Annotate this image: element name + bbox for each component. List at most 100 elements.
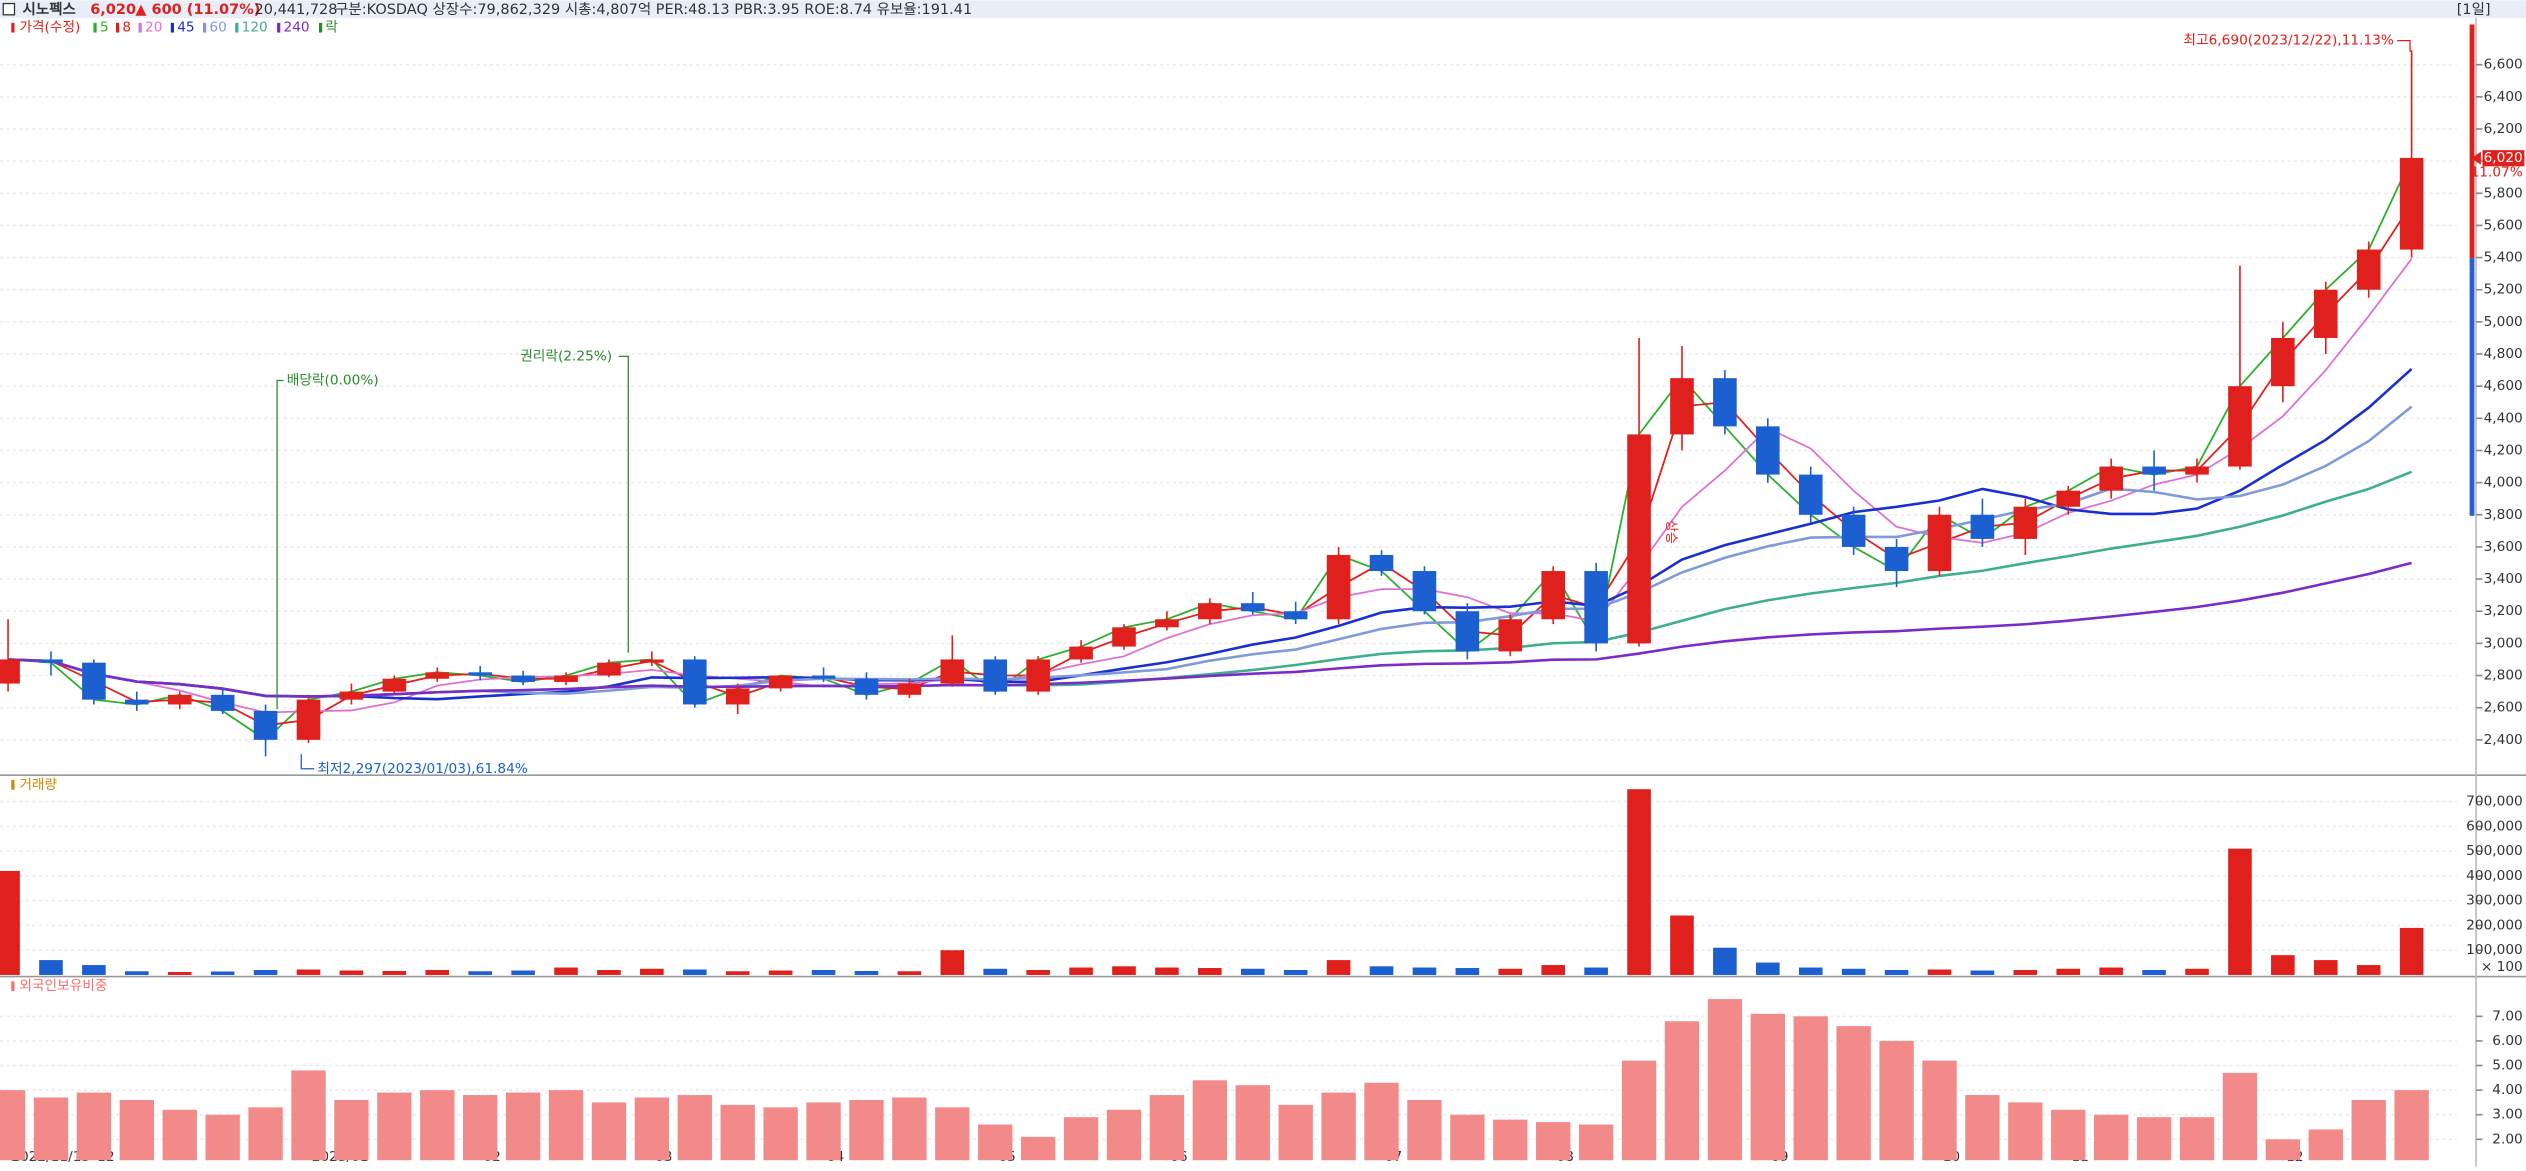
volume-bar: [1584, 967, 1608, 975]
legend-swatch: [115, 22, 120, 33]
volume-bar: [1970, 970, 1995, 975]
volume-bar: [82, 965, 106, 975]
candle-body: [1927, 514, 1952, 572]
foreign-ratio-bar: [1965, 1095, 2000, 1161]
volume-bar: [983, 968, 1008, 975]
foreign-ratio-bar: [1707, 999, 1743, 1161]
moving-average: [7, 157, 2413, 741]
candle-body: [382, 678, 407, 692]
candle-body: [1584, 571, 1608, 644]
last-price: 6,020: [2484, 150, 2523, 166]
candle-body: [296, 699, 321, 740]
volume-bar: [1155, 967, 1179, 975]
candle-body: [253, 710, 278, 740]
candle-body: [2271, 337, 2295, 387]
legend-swatch: [170, 22, 174, 33]
foreign-ratio-bar: [763, 1107, 798, 1161]
moving-average: [8, 203, 2413, 727]
period[interactable]: [1일]: [2457, 1, 2491, 18]
volume-bar: [1326, 960, 1351, 975]
dividend-label: 배당락(0.00%): [287, 373, 379, 389]
legend-label: 20: [145, 20, 162, 36]
candle-body: [1369, 554, 1394, 572]
foreign-ratio-bar: [591, 1102, 627, 1161]
candle-body: [1970, 514, 1995, 539]
volume-bar: [296, 969, 321, 975]
foreign-ratio-bar: [1621, 1060, 1657, 1161]
legend-swatch: [318, 22, 323, 33]
panel-marker: [11, 981, 15, 992]
candle-body: [811, 675, 836, 679]
volume-bar: [2013, 970, 2038, 975]
last-price-tag: [2482, 150, 2525, 167]
volume-bar: [1541, 965, 1566, 975]
foreign-ratio-bar: [2008, 1102, 2043, 1161]
candle-body: [1498, 619, 1523, 652]
y-tick-label: 4,400: [2484, 410, 2523, 426]
y-tick-label: 5.00: [2492, 1058, 2522, 1074]
volume-bar: [2056, 968, 2081, 975]
foreign-ratio-bar: [2265, 1139, 2301, 1161]
legend-swatch: [202, 22, 207, 33]
y-tick-label: 2,400: [2484, 732, 2523, 748]
y-tick-label: 5,400: [2484, 250, 2523, 266]
candle-body: [554, 675, 578, 682]
y-tick-label: 400,000: [2466, 868, 2523, 884]
checkbox[interactable]: [2, 2, 16, 16]
foreign-ratio-bar: [849, 1099, 884, 1161]
volume-bar: [1026, 970, 1050, 975]
candle-body: [2228, 386, 2252, 467]
volume-bar: [1627, 789, 1651, 975]
volume-bar: [167, 971, 192, 975]
volume-bar: [253, 970, 278, 975]
foreign-ratio-bar: [1063, 1117, 1099, 1161]
candle-body: [854, 678, 879, 695]
volume-bar: [39, 960, 63, 975]
foreign-ratio-bar: [2179, 1117, 2215, 1161]
foreign-ratio-bar: [548, 1090, 584, 1161]
volume-bar: [597, 970, 621, 975]
legend-label: 120: [242, 20, 268, 36]
volume-bar: [2185, 968, 2209, 975]
foreign-ratio-bar: [2222, 1072, 2258, 1161]
volume-bar: [940, 950, 965, 975]
range-bar-down: [2469, 258, 2475, 516]
foreign-ratio-bar: [1578, 1124, 1614, 1161]
candle-body: [1069, 646, 1093, 660]
y-tick-label: 200,000: [2466, 917, 2523, 933]
candle-body: [1541, 571, 1566, 620]
foreign-ratio-bar: [0, 1090, 26, 1161]
rise-label: 상승: [1663, 520, 1678, 544]
stock-name: 시노펙스: [23, 1, 76, 18]
foreign-ratio-bar: [634, 1097, 670, 1161]
volume-bar: [1112, 966, 1136, 975]
last-change: 11.07%: [2471, 165, 2523, 181]
candle-body: [1240, 603, 1265, 612]
candle-body: [1026, 659, 1050, 692]
change: ▲ 600 (11.07%): [135, 2, 260, 18]
panel-title: 거래량: [19, 777, 57, 793]
volume-bar: [1756, 962, 1780, 975]
candle-body: [1412, 571, 1437, 612]
volume-bar: [1927, 969, 1952, 975]
y-tick-label: 7.00: [2492, 1008, 2522, 1024]
volume-bar: [1198, 968, 1222, 975]
legend-label: 8: [122, 20, 131, 36]
header-bar: [0, 0, 2526, 19]
candle-body: [1713, 378, 1737, 427]
candle-body: [339, 691, 364, 700]
volume-bar: [1455, 968, 1480, 975]
volume: 20,441,728: [255, 2, 338, 18]
y-tick-label: 4.00: [2492, 1082, 2522, 1098]
volume-bar: [1369, 966, 1394, 975]
moving-average: [8, 367, 2413, 701]
y-tick-label: 3,200: [2484, 603, 2523, 619]
legend-swatch: [235, 22, 239, 33]
volume-bar: [1670, 915, 1694, 975]
volume-bar: [339, 970, 364, 975]
foreign-ratio-bar: [291, 1070, 326, 1161]
foreign-ratio-bar: [1020, 1136, 1056, 1161]
foreign-ratio-bar: [334, 1099, 369, 1161]
foreign-ratio-bar: [892, 1097, 927, 1161]
